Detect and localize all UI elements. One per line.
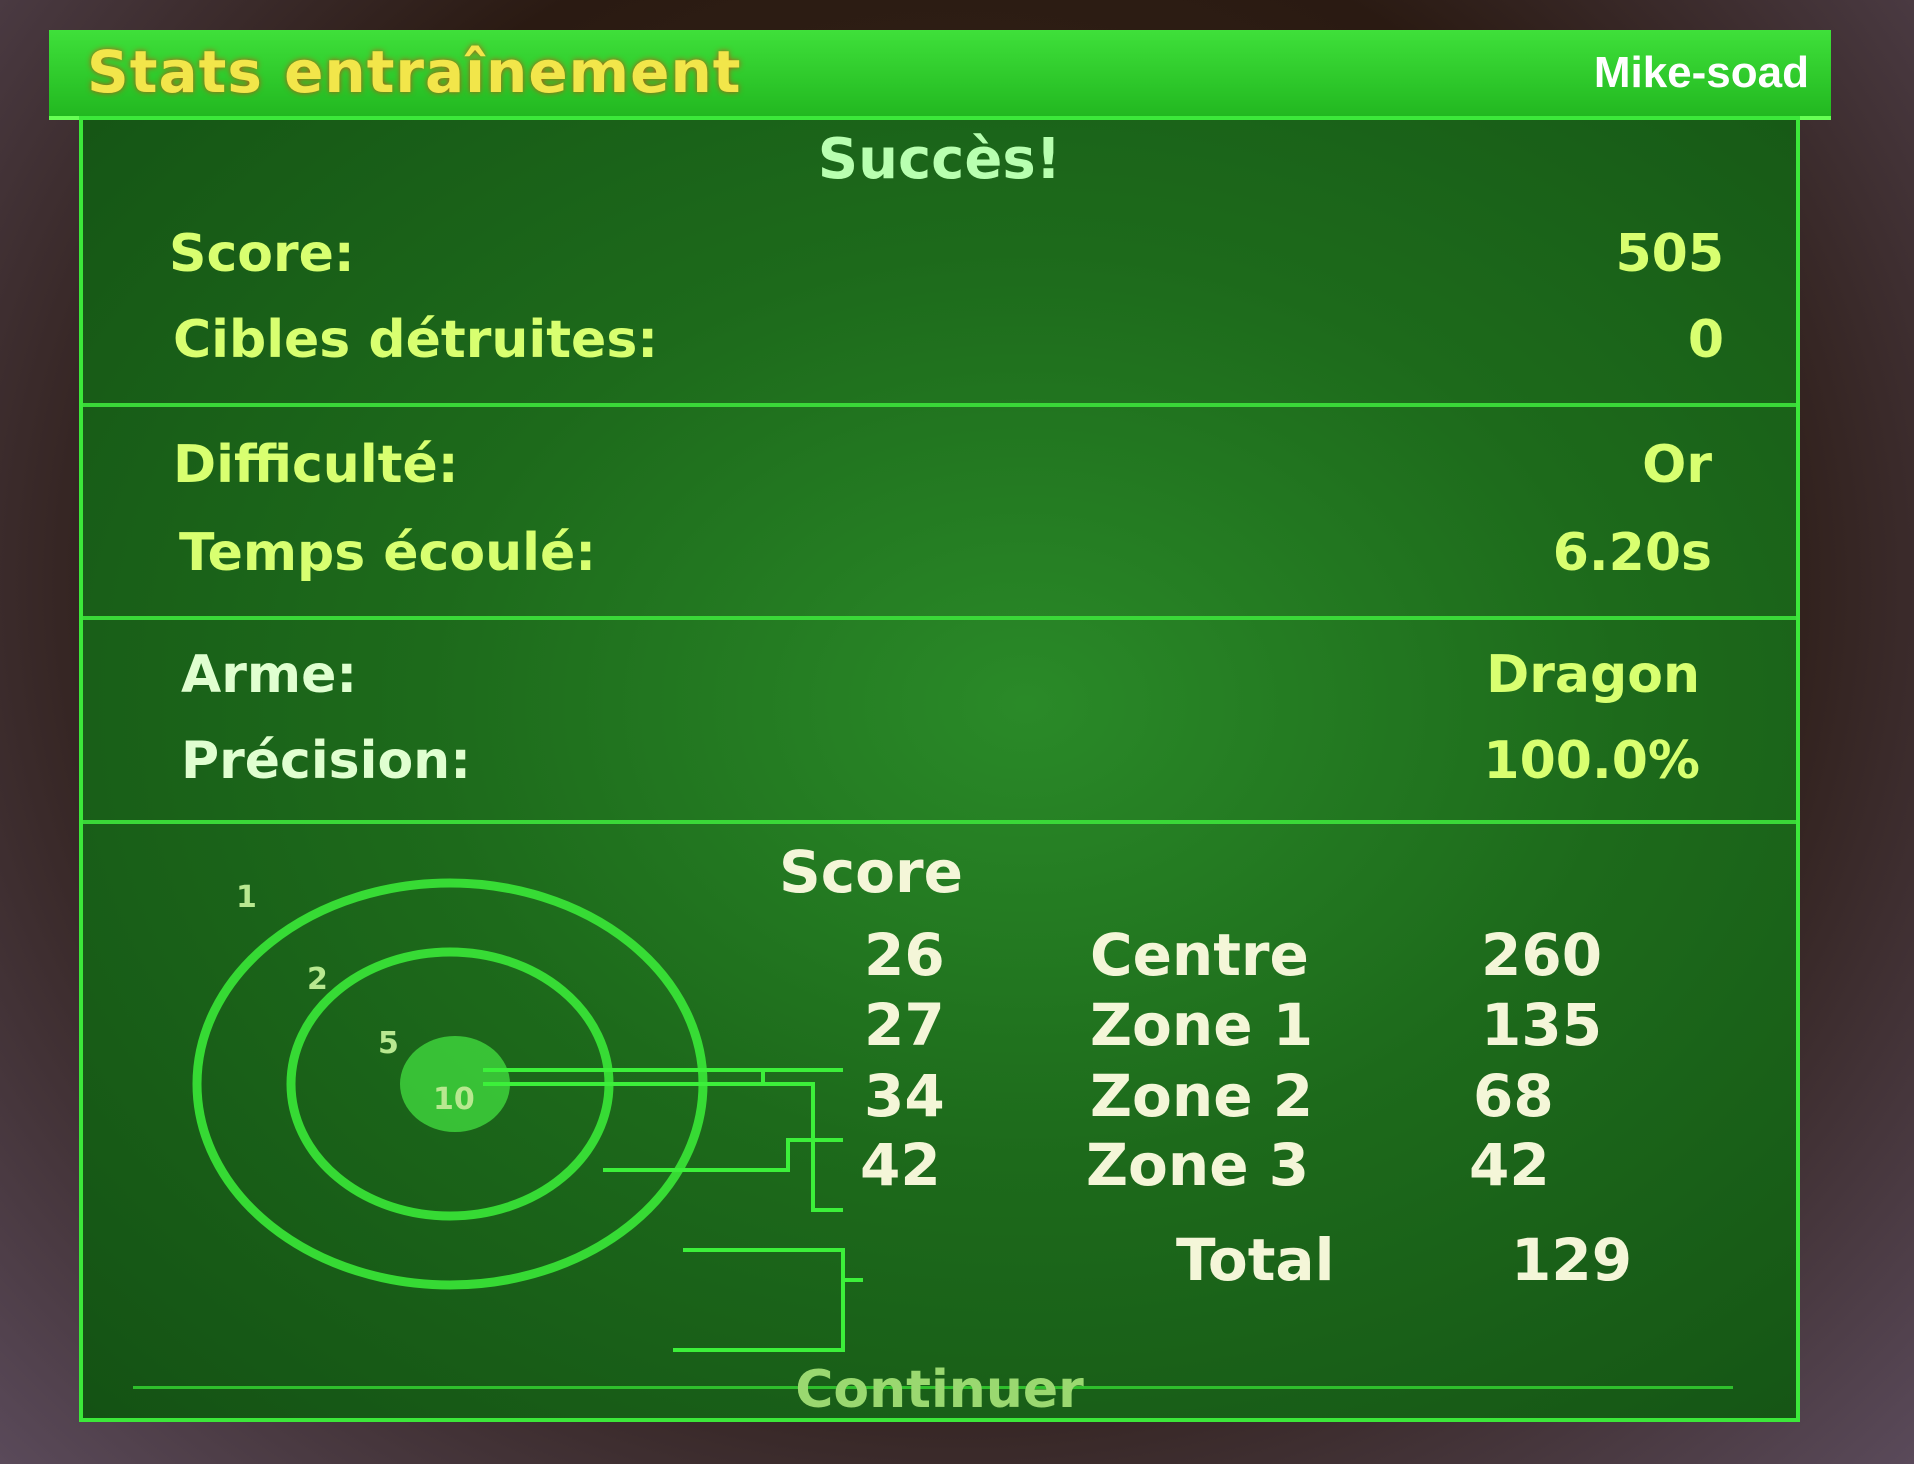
ring-label-10: 10 (433, 1082, 475, 1117)
stat-value-time: 6.20s (1552, 523, 1712, 583)
points-centre: 260 (1481, 921, 1603, 989)
stat-value-weapon: Dragon (1486, 645, 1700, 705)
hits-zone1: 27 (864, 991, 945, 1059)
window-title: Stats entraînement (87, 38, 742, 106)
hits-zone3: 42 (860, 1131, 941, 1199)
continue-button[interactable]: Continuer (795, 1360, 1084, 1420)
stat-value-targets: 0 (1687, 310, 1724, 370)
divider (83, 820, 1796, 824)
stat-value-accuracy: 100.0% (1483, 731, 1700, 791)
stat-label-score: Score: (169, 224, 355, 284)
connector-lines (483, 1068, 863, 1352)
hits-zone2: 34 (864, 1062, 945, 1130)
title-bar: Stats entraînement Mike-soad (49, 30, 1831, 120)
stat-value-score: 505 (1615, 224, 1724, 284)
stat-label-accuracy: Précision: (181, 731, 471, 791)
stats-panel: Succès! Score: 505 Cibles détruites: 0 D… (79, 116, 1800, 1422)
result-title: Succès! (817, 127, 1062, 192)
stat-label-time: Temps écoulé: (179, 523, 597, 583)
points-zone2: 68 (1473, 1062, 1554, 1130)
zone-centre: Centre (1090, 921, 1309, 989)
zone-zone1: Zone 1 (1090, 991, 1314, 1059)
ring-label-5: 5 (378, 1026, 399, 1061)
zone-zone3: Zone 3 (1086, 1131, 1310, 1199)
target-center (400, 1036, 510, 1132)
zone-zone2: Zone 2 (1090, 1062, 1314, 1130)
watermark: Mike-soad (1593, 48, 1809, 97)
stat-label-targets: Cibles détruites: (173, 310, 659, 370)
points-zone1: 135 (1481, 991, 1603, 1059)
total-value: 129 (1511, 1226, 1633, 1294)
stat-value-difficulty: Or (1642, 435, 1712, 495)
score-header: Score (779, 838, 963, 906)
divider (83, 403, 1796, 407)
ring-label-2: 2 (307, 962, 328, 997)
total-label: Total (1176, 1226, 1335, 1294)
footer-line (133, 1386, 1733, 1389)
points-zone3: 42 (1469, 1131, 1550, 1199)
target-diagram (192, 878, 863, 1352)
ring-label-1: 1 (236, 880, 257, 915)
divider (83, 616, 1796, 620)
stat-label-weapon: Arme: (181, 645, 358, 705)
hits-centre: 26 (864, 921, 945, 989)
stat-label-difficulty: Difficulté: (173, 435, 459, 495)
